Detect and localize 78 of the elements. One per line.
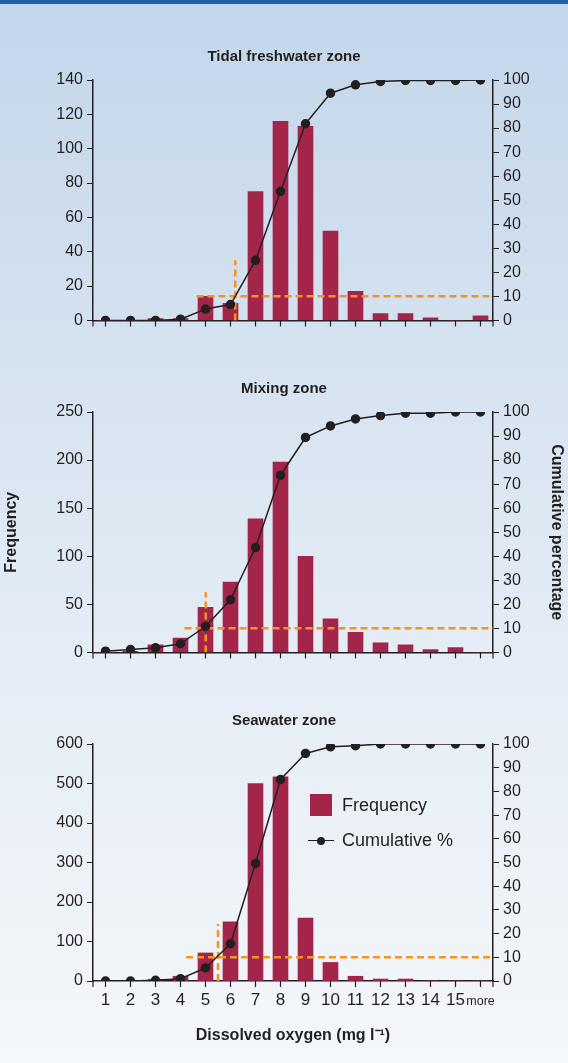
- y-tick-label: 100: [56, 931, 84, 949]
- y-tick-label: 140: [56, 70, 84, 88]
- y2-tick-label: 70: [503, 142, 521, 160]
- y-tick-label: 300: [56, 852, 84, 870]
- y-tick-label: 200: [56, 892, 84, 910]
- y2-tick-label: 30: [503, 238, 521, 256]
- legend-label: Cumulative %: [342, 830, 454, 851]
- y2-tick-label: 0: [503, 642, 512, 660]
- chart-title: Tidal freshwater zone: [207, 47, 361, 65]
- y2-tick-label: 40: [503, 546, 521, 564]
- x-tick-label: 12: [371, 990, 390, 1009]
- x-tick-label: 3: [150, 990, 161, 1009]
- chart-title: Seawater zone: [231, 711, 337, 729]
- y-tick-label: 60: [65, 207, 84, 225]
- y2-tick-label: 10: [503, 286, 521, 304]
- y2-tick-label: 50: [503, 190, 521, 208]
- y-tick-label: 600: [56, 734, 84, 752]
- x-tick-label: more: [466, 994, 495, 1008]
- legend-label: Frequency: [342, 794, 428, 816]
- x-tick-label: 1: [100, 990, 111, 1009]
- y2-tick-label: 90: [503, 94, 521, 112]
- y2-tick-label: 40: [503, 214, 521, 232]
- y2-tick-label: 60: [503, 829, 521, 847]
- x-tick-label: 7: [250, 990, 261, 1009]
- x-tick-label: 5: [200, 990, 211, 1009]
- y2-axis-title: Cumulative percentage: [548, 444, 566, 621]
- y2-tick-label: 80: [503, 118, 521, 136]
- y2-tick-label: 0: [503, 971, 512, 989]
- y2-tick-label: 90: [503, 758, 521, 776]
- y2-tick-label: 50: [503, 852, 521, 870]
- x-tick-label: 11: [346, 990, 365, 1009]
- y2-tick-label: 0: [503, 310, 512, 328]
- y2-tick-label: 80: [503, 450, 521, 468]
- y2-tick-label: 50: [503, 522, 521, 540]
- x-tick-label: 10: [321, 990, 340, 1009]
- y-tick-label: 80: [65, 173, 84, 191]
- y-tick-label: 20: [65, 276, 84, 294]
- y-tick-label: 120: [56, 104, 84, 122]
- y2-tick-label: 60: [503, 166, 521, 184]
- x-tick-label: 14: [421, 990, 440, 1009]
- y-tick-label: 0: [74, 310, 84, 328]
- y2-tick-label: 30: [503, 570, 521, 588]
- y2-tick-label: 100: [503, 70, 530, 88]
- y-tick-label: 250: [56, 402, 84, 420]
- y2-tick-label: 100: [503, 402, 530, 420]
- y2-tick-label: 10: [503, 947, 521, 965]
- y-tick-label: 100: [56, 139, 84, 157]
- y-tick-label: 0: [74, 642, 84, 660]
- chart-title: Mixing zone: [241, 379, 327, 397]
- x-tick-label: 8: [275, 990, 286, 1009]
- y-tick-label: 150: [56, 498, 84, 516]
- y2-tick-label: 20: [503, 262, 521, 280]
- y2-tick-label: 20: [503, 594, 521, 612]
- y2-tick-label: 80: [503, 781, 521, 799]
- x-tick-label: 2: [125, 990, 136, 1009]
- y-tick-label: 40: [65, 242, 84, 260]
- x-tick-label: 4: [175, 990, 186, 1009]
- y2-tick-label: 10: [503, 618, 521, 636]
- x-tick-label: 6: [225, 990, 236, 1009]
- y2-tick-label: 40: [503, 876, 521, 894]
- y2-tick-label: 20: [503, 924, 521, 942]
- y2-tick-label: 70: [503, 805, 521, 823]
- y2-tick-label: 100: [503, 734, 530, 752]
- y2-tick-label: 60: [503, 498, 521, 516]
- x-tick-label: 15: [446, 990, 465, 1009]
- y2-tick-label: 90: [503, 426, 521, 444]
- x-tick-label: 13: [396, 990, 415, 1009]
- y2-tick-label: 30: [503, 900, 521, 918]
- y2-tick-label: 70: [503, 474, 521, 492]
- x-tick-label: 9: [300, 990, 311, 1009]
- y-tick-label: 50: [65, 594, 84, 612]
- y-tick-label: 500: [56, 773, 84, 791]
- y-tick-label: 0: [74, 971, 84, 989]
- x-axis-title: Dissolved oxygen (mg l⁻¹): [195, 1025, 391, 1043]
- y-tick-label: 100: [56, 546, 84, 564]
- y-tick-label: 400: [56, 813, 84, 831]
- y-tick-label: 200: [56, 450, 84, 468]
- y-axis-title: Frequency: [2, 491, 20, 573]
